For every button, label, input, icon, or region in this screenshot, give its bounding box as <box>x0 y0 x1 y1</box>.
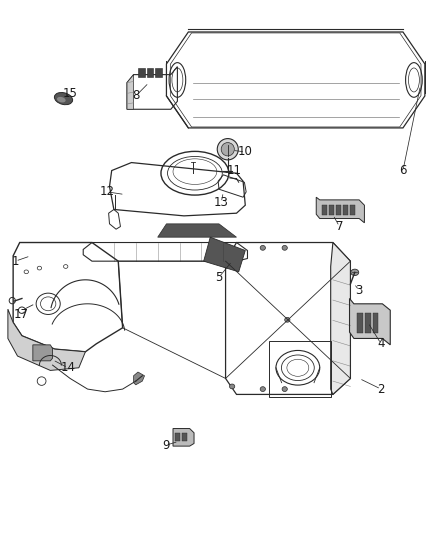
Bar <box>175 433 180 441</box>
Text: 3: 3 <box>356 284 363 297</box>
Text: 12: 12 <box>100 185 115 198</box>
Text: 5: 5 <box>215 271 223 284</box>
Bar <box>329 205 334 215</box>
Text: 10: 10 <box>238 146 253 158</box>
Polygon shape <box>33 345 53 361</box>
Ellipse shape <box>54 93 73 104</box>
Text: 17: 17 <box>14 308 28 321</box>
Bar <box>322 205 327 215</box>
Bar <box>365 313 371 333</box>
Ellipse shape <box>351 269 359 276</box>
Ellipse shape <box>57 97 66 102</box>
Polygon shape <box>127 75 134 109</box>
Polygon shape <box>173 429 194 446</box>
Text: 13: 13 <box>214 196 229 209</box>
Text: 4: 4 <box>377 337 385 350</box>
Polygon shape <box>350 298 390 345</box>
Bar <box>182 433 187 441</box>
Bar <box>138 68 145 77</box>
Polygon shape <box>8 309 85 370</box>
Ellipse shape <box>260 245 265 251</box>
Bar <box>147 68 153 77</box>
Ellipse shape <box>285 317 290 322</box>
Bar <box>350 205 355 215</box>
Bar <box>336 205 341 215</box>
Ellipse shape <box>217 139 238 160</box>
Text: 7: 7 <box>336 220 343 233</box>
Polygon shape <box>316 197 364 223</box>
Ellipse shape <box>221 142 234 156</box>
Polygon shape <box>204 237 245 272</box>
Text: 9: 9 <box>162 439 170 451</box>
Ellipse shape <box>230 384 235 389</box>
Bar <box>373 313 378 333</box>
Text: 8: 8 <box>132 90 139 102</box>
Text: 15: 15 <box>63 87 78 100</box>
Bar <box>357 313 363 333</box>
Ellipse shape <box>282 245 287 251</box>
Text: 1: 1 <box>11 255 19 268</box>
Polygon shape <box>158 224 237 237</box>
Bar <box>343 205 348 215</box>
Polygon shape <box>331 243 350 394</box>
Text: 6: 6 <box>399 164 407 177</box>
Ellipse shape <box>230 248 235 253</box>
Ellipse shape <box>282 387 287 391</box>
Text: 14: 14 <box>60 361 75 374</box>
Ellipse shape <box>260 387 265 391</box>
Bar <box>155 68 162 77</box>
Text: 2: 2 <box>377 383 385 395</box>
Polygon shape <box>134 372 145 385</box>
Text: 11: 11 <box>227 164 242 177</box>
